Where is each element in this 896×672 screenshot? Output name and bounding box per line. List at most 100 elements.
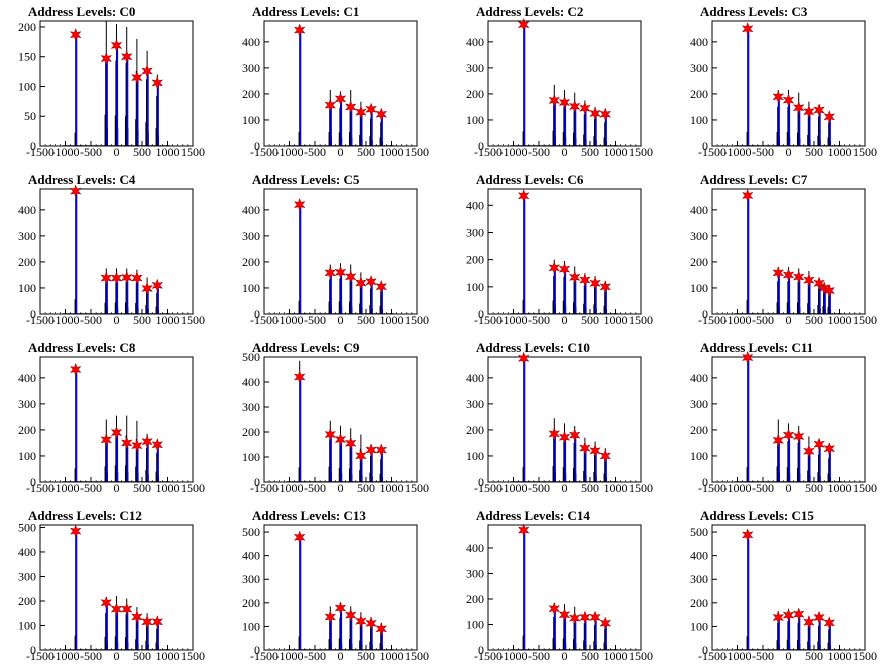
x-tick-label: 500	[805, 649, 823, 663]
chart-panel-c14: Address Levels: C14 0 100 200 300 400 -1500 -10…	[448, 504, 672, 672]
chart-panel-c2: Address Levels: C2 0 100 200 300 400 -1500 -100…	[448, 0, 672, 168]
chart-panel-c0: Address Levels: C0 0 50 100 150 200 -1500 -1000…	[0, 0, 224, 168]
x-tick-label: 1500	[629, 481, 653, 495]
peak-marker	[823, 441, 836, 456]
y-tick-label: 150	[18, 50, 36, 64]
chart-title: Address Levels: C5	[252, 172, 360, 187]
peak-marker	[375, 622, 388, 636]
x-tick-label: 0	[114, 313, 120, 327]
peak-marker	[517, 523, 530, 537]
x-tick-label: 1500	[181, 313, 205, 327]
x-tick-label: 1500	[853, 649, 877, 663]
chart-title: Address Levels: C3	[700, 4, 808, 19]
peak-marker	[782, 93, 795, 107]
peak-marker	[120, 270, 133, 285]
peak-marker	[741, 188, 754, 203]
peak-marker	[344, 269, 357, 284]
peak-marker	[599, 107, 612, 121]
peak-marker	[120, 49, 133, 64]
chart-title: Address Levels: C4	[28, 172, 136, 187]
peak-marker	[599, 616, 612, 630]
chart-title: Address Levels: C14	[476, 508, 590, 523]
peak-marker	[782, 608, 795, 622]
x-tick-label: -500	[528, 313, 550, 327]
chart-svg: Address Levels: C14 0 100 200 300 400 -1500-10…	[466, 508, 653, 663]
y-tick-label: 0	[702, 139, 708, 153]
peak-marker	[120, 436, 133, 450]
chart-svg: Address Levels: C0 0 50 100 150 200 -1500-1000…	[18, 4, 205, 159]
y-tick-label: 100	[18, 281, 36, 295]
x-tick-label: 1000	[828, 145, 852, 159]
y-tick-label: 0	[702, 643, 708, 657]
y-tick-label: 300	[466, 397, 484, 411]
x-tick-label: 1000	[156, 481, 180, 495]
peak-marker	[151, 76, 164, 90]
x-tick-label: -1500	[250, 145, 278, 159]
chart-title: Address Levels: C9	[252, 340, 360, 355]
y-tick-label: 100	[690, 281, 708, 295]
peak-marker	[100, 433, 113, 447]
x-tick-label: 1500	[181, 145, 205, 159]
peak-marker	[293, 23, 306, 37]
x-tick-label: 500	[581, 481, 599, 495]
y-tick-label: 400	[690, 371, 708, 385]
chart-title: Address Levels: C13	[252, 508, 366, 523]
chart-title: Address Levels: C8	[28, 340, 136, 355]
peak-marker	[813, 437, 825, 452]
peak-marker	[375, 107, 388, 121]
y-tick-label: 200	[242, 596, 260, 610]
y-tick-label: 100	[18, 79, 36, 93]
chart-title: Address Levels: C2	[476, 4, 583, 19]
x-tick-label: -1500	[250, 649, 278, 663]
x-tick-label: 0	[338, 313, 344, 327]
x-tick-label: -500	[752, 145, 774, 159]
x-tick-label: 1000	[156, 649, 180, 663]
peak-marker	[141, 64, 153, 78]
x-tick-label: -500	[80, 481, 102, 495]
peak-marker	[324, 610, 337, 624]
peak-marker	[69, 362, 82, 377]
y-tick-label: 0	[30, 307, 36, 321]
x-tick-label: 500	[805, 145, 823, 159]
peak-marker	[589, 106, 601, 121]
peak-marker	[772, 433, 785, 448]
y-tick-label: 100	[466, 280, 484, 294]
peak-marker	[344, 436, 357, 451]
peak-marker	[69, 184, 82, 198]
x-tick-label: 0	[562, 145, 568, 159]
peak-marker	[293, 370, 306, 384]
y-tick-label: 300	[18, 397, 36, 411]
x-tick-label: -1000	[52, 313, 80, 327]
x-tick-label: 500	[805, 313, 823, 327]
peak-marker	[772, 266, 785, 280]
y-tick-label: 200	[18, 20, 36, 34]
peak-marker	[324, 98, 337, 112]
y-tick-label: 0	[702, 307, 708, 321]
x-tick-label: 1000	[828, 481, 852, 495]
y-tick-label: 500	[690, 525, 708, 539]
peak-marker	[548, 261, 561, 275]
x-tick-label: -500	[304, 481, 326, 495]
y-tick-label: 200	[18, 423, 36, 437]
y-tick-label: 100	[466, 617, 484, 631]
x-tick-label: -1500	[698, 313, 726, 327]
peak-marker	[131, 271, 143, 285]
peak-marker	[334, 92, 347, 106]
chart-svg: Address Levels: C6 0 100 200 300 400 -1500-100…	[466, 172, 653, 327]
x-tick-label: 1000	[156, 313, 180, 327]
y-tick-label: 200	[466, 423, 484, 437]
peak-marker	[141, 281, 153, 296]
x-tick-label: 0	[114, 649, 120, 663]
peak-marker	[823, 616, 836, 630]
chart-title: Address Levels: C12	[28, 508, 142, 523]
x-tick-label: 0	[562, 649, 568, 663]
chart-title: Address Levels: C7	[700, 172, 808, 187]
chart-panel-c5: Address Levels: C5 0 100 200 300 400 -1500 -100…	[224, 168, 448, 336]
y-tick-label: 400	[18, 545, 36, 559]
x-tick-label: -1500	[474, 145, 502, 159]
chart-panel-c15: Address Levels: C15 0 100 200 300 400 500 -1500…	[672, 504, 896, 672]
x-tick-label: 1000	[828, 313, 852, 327]
y-tick-label: 500	[242, 525, 260, 539]
y-tick-label: 0	[254, 643, 260, 657]
peak-marker	[131, 438, 143, 453]
